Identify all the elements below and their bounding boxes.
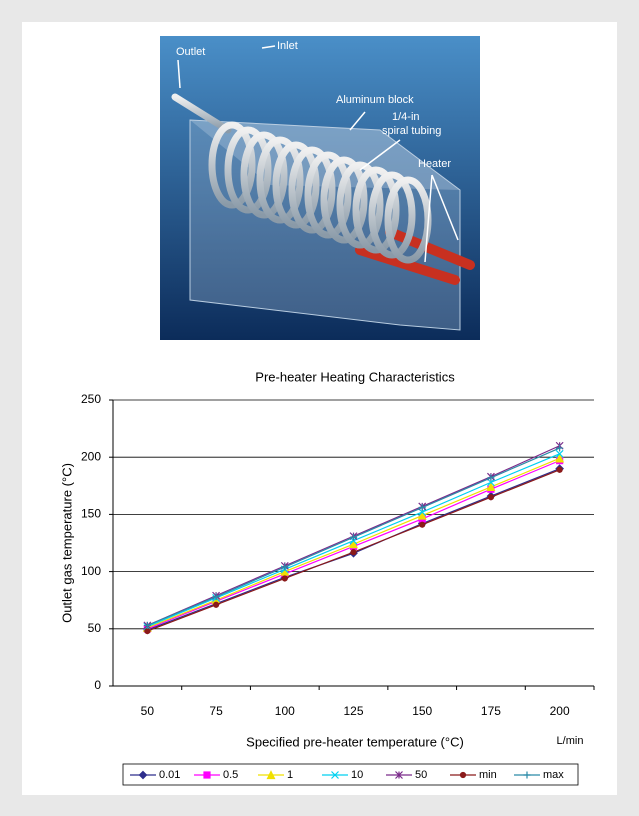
page: Outlet Inlet Aluminum block 1/4-in spira… [0,0,639,816]
legend-label: min [479,769,497,781]
x-tick-label: 125 [343,704,363,718]
figure: Outlet Inlet Aluminum block 1/4-in spira… [0,0,639,816]
y-tick-label: 100 [81,564,101,578]
y-tick-label: 200 [81,449,101,463]
illustration-label: Inlet [277,40,298,52]
x-tick-label: 50 [141,704,155,718]
data-point [420,522,425,527]
legend-label: 0.01 [159,769,180,781]
illustration-label: 1/4-in [392,111,420,123]
illustration: Outlet Inlet Aluminum block 1/4-in spira… [160,36,480,340]
data-point [351,550,356,555]
illustration-label: Outlet [176,46,205,58]
illustration-label: Heater [418,158,451,170]
x-tick-label: 175 [481,704,501,718]
data-point [282,576,287,581]
chart-title: Pre-heater Heating Characteristics [255,369,455,384]
data-point [488,495,493,500]
legend-marker [204,772,210,778]
x-axis-label: Specified pre-heater temperature (°C) [246,734,464,749]
legend-label: max [543,769,564,781]
x-unit-label: L/min [557,735,584,747]
legend-label: 1 [287,769,293,781]
y-axis-label: Outlet gas temperature (°C) [59,463,74,623]
illustration-label: spiral tubing [382,125,441,137]
legend-label: 50 [415,769,427,781]
y-tick-label: 50 [88,621,102,635]
y-tick-label: 0 [94,678,101,692]
data-point [214,602,219,607]
x-tick-label: 100 [275,704,295,718]
data-point [145,629,150,634]
y-tick-label: 150 [81,507,101,521]
legend-label: 0.5 [223,769,238,781]
legend-label: 10 [351,769,363,781]
legend-marker [461,773,466,778]
x-tick-label: 200 [550,704,570,718]
illustration-label: Aluminum block [336,94,414,106]
x-tick-label: 75 [209,704,223,718]
x-tick-label: 150 [412,704,432,718]
data-point [557,467,562,472]
y-tick-label: 250 [81,392,101,406]
